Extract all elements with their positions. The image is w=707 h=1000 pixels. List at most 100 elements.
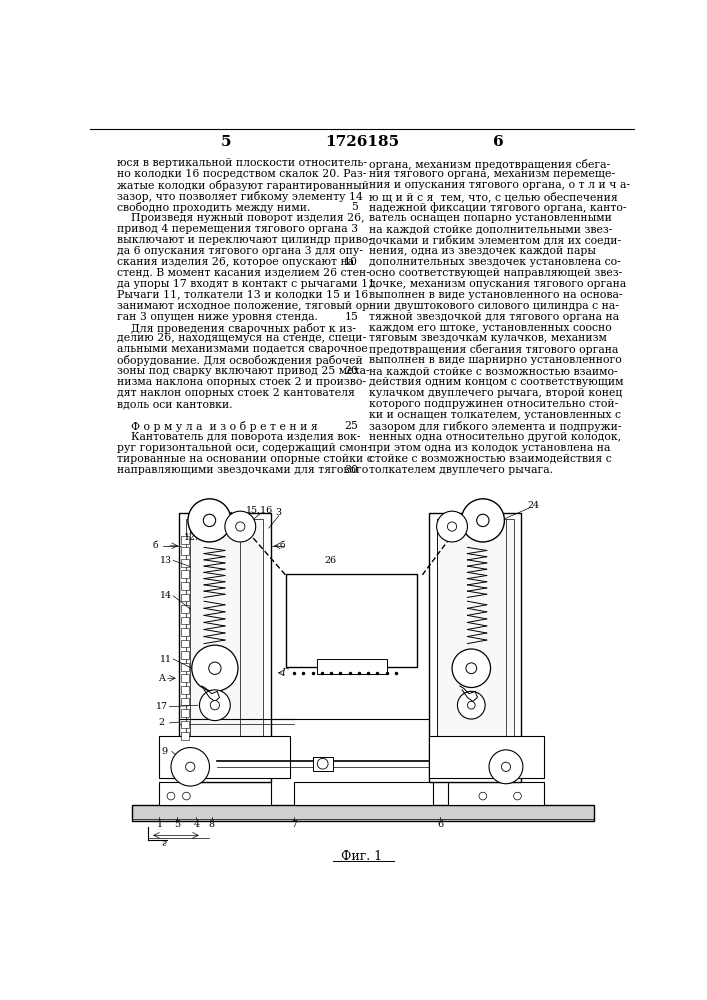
- Text: 6: 6: [438, 820, 443, 829]
- Text: 24: 24: [527, 500, 539, 510]
- Bar: [181, 709, 189, 717]
- Text: при этом одна из колодок установлена на: при этом одна из колодок установлена на: [369, 443, 610, 453]
- Text: 10: 10: [344, 257, 358, 267]
- Text: оборудование. Для освобождения рабочей: оборудование. Для освобождения рабочей: [117, 355, 363, 366]
- Text: 17: 17: [156, 702, 168, 711]
- Text: 7: 7: [291, 820, 297, 829]
- Circle shape: [167, 792, 175, 800]
- Circle shape: [437, 511, 467, 542]
- Bar: [181, 570, 189, 578]
- Bar: [181, 686, 189, 694]
- Text: ки и оснащен толкателем, установленных с: ки и оснащен толкателем, установленных с: [369, 410, 621, 420]
- Text: Произведя нужный поворот изделия 26,: Произведя нужный поворот изделия 26,: [117, 213, 365, 223]
- Circle shape: [182, 792, 190, 800]
- Bar: [313, 757, 333, 771]
- Circle shape: [209, 662, 221, 674]
- Bar: [181, 663, 189, 671]
- Text: занимают исходное положение, тяговый ор-: занимают исходное положение, тяговый ор-: [117, 301, 373, 311]
- Text: 4: 4: [194, 820, 199, 829]
- Text: ган 3 опущен ниже уровня стенда.: ган 3 опущен ниже уровня стенда.: [117, 312, 318, 322]
- Bar: [132, 805, 595, 821]
- Bar: [181, 547, 189, 555]
- Text: ния и опускания тягового органа, о т л и ч а-: ния и опускания тягового органа, о т л и…: [369, 180, 630, 190]
- Text: руг горизонтальной оси, содержащий смон-: руг горизонтальной оси, содержащий смон-: [117, 443, 371, 453]
- Circle shape: [186, 762, 195, 771]
- Circle shape: [192, 645, 238, 691]
- Text: 5: 5: [351, 202, 358, 212]
- Text: зазор, что позволяет гибкому элементу 14: зазор, что позволяет гибкому элементу 14: [117, 191, 363, 202]
- Text: да 6 опускания тягового органа 3 для опу-: да 6 опускания тягового органа 3 для опу…: [117, 246, 363, 256]
- Circle shape: [479, 792, 486, 800]
- Text: Для проведения сварочных работ к из-: Для проведения сварочных работ к из-: [117, 323, 356, 334]
- Text: ненных одна относительно другой колодок,: ненных одна относительно другой колодок,: [369, 432, 621, 442]
- Text: Кантователь для поворота изделия вок-: Кантователь для поворота изделия вок-: [117, 432, 361, 442]
- Text: на каждой стойке дополнительными звез-: на каждой стойке дополнительными звез-: [369, 224, 612, 234]
- Bar: [437, 519, 514, 773]
- Text: 1: 1: [156, 820, 163, 829]
- Bar: [448, 782, 544, 805]
- Bar: [187, 519, 264, 773]
- Text: 5: 5: [174, 820, 180, 829]
- Text: низма наклона опорных стоек 2 и произво-: низма наклона опорных стоек 2 и произво-: [117, 377, 366, 387]
- Text: осно соответствующей направляющей звез-: осно соответствующей направляющей звез-: [369, 268, 622, 278]
- Text: 14: 14: [160, 591, 172, 600]
- Circle shape: [317, 758, 328, 769]
- Text: выполнен в виде установленного на основа-: выполнен в виде установленного на основа…: [369, 290, 622, 300]
- Circle shape: [489, 750, 523, 784]
- Text: которого подпружинен относительно стой-: которого подпружинен относительно стой-: [369, 399, 618, 409]
- Text: но колодки 16 посредством скалок 20. Раз-: но колодки 16 посредством скалок 20. Раз…: [117, 169, 366, 179]
- Text: 12: 12: [185, 533, 197, 542]
- Text: вдоль оси кантовки.: вдоль оси кантовки.: [117, 399, 233, 409]
- Text: б: б: [153, 541, 158, 550]
- Text: 5: 5: [221, 135, 231, 149]
- Circle shape: [210, 701, 219, 710]
- Text: делию 26, находящемуся на стенде, специ-: делию 26, находящемуся на стенде, специ-: [117, 333, 366, 343]
- Circle shape: [457, 691, 485, 719]
- Text: ватель оснащен попарно установленными: ватель оснащен попарно установленными: [369, 213, 612, 223]
- Bar: [181, 640, 189, 647]
- Text: органа, механизм предотвращения сбега-: органа, механизм предотвращения сбега-: [369, 158, 610, 169]
- Bar: [429, 513, 521, 782]
- Text: стойке с возможностью взаимодействия с: стойке с возможностью взаимодействия с: [369, 454, 612, 464]
- Circle shape: [501, 762, 510, 771]
- Circle shape: [477, 514, 489, 527]
- Circle shape: [452, 649, 491, 687]
- Bar: [181, 594, 189, 601]
- Text: тяжной звездочкой для тягового органа на: тяжной звездочкой для тягового органа на: [369, 312, 619, 322]
- Circle shape: [171, 748, 209, 786]
- Bar: [181, 674, 189, 682]
- Text: Г: Г: [281, 668, 287, 677]
- Circle shape: [235, 522, 245, 531]
- Bar: [179, 513, 271, 782]
- Bar: [181, 721, 189, 728]
- Text: дополнительных звездочек установлена со-: дополнительных звездочек установлена со-: [369, 257, 621, 267]
- Bar: [181, 582, 189, 590]
- Bar: [181, 628, 189, 636]
- Text: свободно проходить между ними.: свободно проходить между ними.: [117, 202, 310, 213]
- Text: A: A: [158, 674, 165, 683]
- Bar: [317, 659, 387, 674]
- Text: юся в вертикальной плоскости относитель-: юся в вертикальной плоскости относитель-: [117, 158, 367, 168]
- Bar: [160, 782, 271, 805]
- Text: нии двуштокового силового цилиндра с на-: нии двуштокового силового цилиндра с на-: [369, 301, 619, 311]
- Text: действия одним концом с соответствующим: действия одним концом с соответствующим: [369, 377, 624, 387]
- Text: 6: 6: [493, 135, 503, 149]
- Bar: [181, 698, 189, 705]
- Circle shape: [466, 663, 477, 674]
- Text: на каждой стойке с возможностью взаимо-: на каждой стойке с возможностью взаимо-: [369, 366, 617, 376]
- Text: Ф о р м у л а  и з о б р е т е н и я: Ф о р м у л а и з о б р е т е н и я: [117, 421, 318, 432]
- Text: Фиг. 1: Фиг. 1: [341, 850, 382, 863]
- Text: 30: 30: [344, 465, 358, 475]
- Text: 20: 20: [344, 366, 358, 376]
- Bar: [429, 736, 544, 778]
- Text: альными механизмами подается сварочное: альными механизмами подается сварочное: [117, 344, 368, 354]
- Circle shape: [514, 792, 521, 800]
- Text: нения, одна из звездочек каждой пары: нения, одна из звездочек каждой пары: [369, 246, 596, 256]
- Text: надежной фиксации тягового органа, канто-: надежной фиксации тягового органа, канто…: [369, 202, 626, 213]
- Text: привод 4 перемещения тягового органа 3: привод 4 перемещения тягового органа 3: [117, 224, 358, 234]
- Circle shape: [204, 514, 216, 527]
- Bar: [181, 536, 189, 544]
- Circle shape: [225, 511, 256, 542]
- Text: дят наклон опорных стоек 2 кантователя: дят наклон опорных стоек 2 кантователя: [117, 388, 355, 398]
- Text: 9: 9: [161, 747, 167, 756]
